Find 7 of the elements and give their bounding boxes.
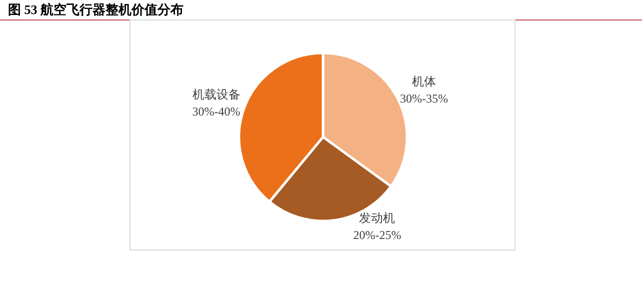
chart-title: 图 53 航空飞行器整机价值分布 — [8, 2, 184, 17]
slice-label: 机体 — [412, 74, 436, 89]
text: 20%-25% — [353, 228, 402, 242]
text: 30%-35% — [400, 92, 448, 106]
text: 30%-40% — [192, 104, 240, 119]
slice-label: 机载设备 — [192, 88, 240, 102]
slice-label: 发动机 — [359, 211, 396, 225]
